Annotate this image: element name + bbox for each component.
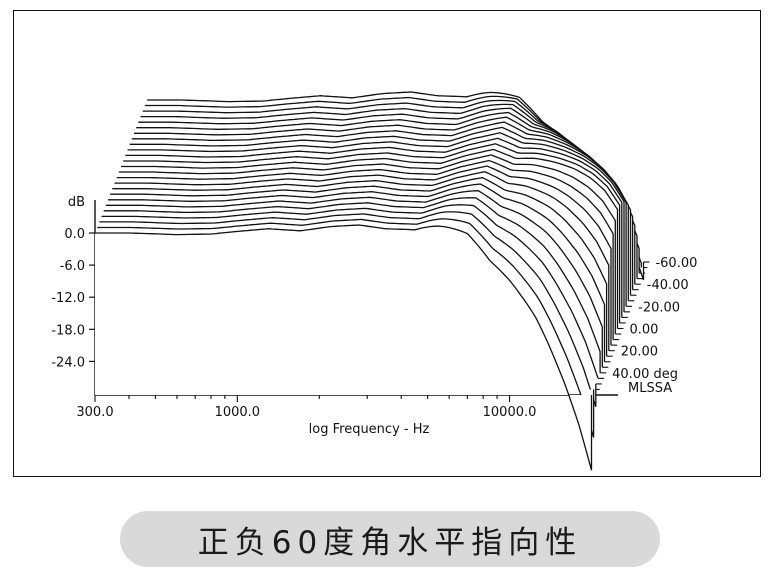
curve-angle--40 <box>138 107 636 285</box>
curve-angle-30 <box>108 183 606 362</box>
chart-frame <box>13 10 761 477</box>
curve-angle-15 <box>114 165 612 346</box>
y-tick-label: -24.0 <box>51 355 85 370</box>
curves <box>95 91 645 471</box>
curve-angle-0 <box>121 148 619 329</box>
curve-angle-25 <box>110 177 608 357</box>
curve-mask <box>95 225 592 471</box>
curve-angle--10 <box>125 137 623 318</box>
z-tick-label: 40.00 deg <box>612 367 678 382</box>
x-tick-label: 1000.0 <box>215 405 261 420</box>
y-tick-label: -6.0 <box>60 259 85 274</box>
brand-label: MLSSA <box>628 381 672 396</box>
curve-angle-20 <box>112 171 610 351</box>
z-tick-label: -60.00 <box>655 256 697 271</box>
curve-angle-50 <box>99 211 597 407</box>
caption-pill: 正负60度角水平指向性 <box>120 511 660 567</box>
x-axis-label: log Frequency - Hz <box>309 422 430 437</box>
curve-angle-35 <box>105 190 603 368</box>
z-tick-label: -20.00 <box>638 300 680 315</box>
caption-text: 正负60度角水平指向性 <box>197 524 583 561</box>
curve-angle--45 <box>140 103 638 279</box>
curve-angle-40 <box>103 197 601 373</box>
waterfall-plot: 0.0 -6.0 -12.0 -18.0 -24.0 dB 300.0 1000.0 10000… <box>51 91 697 471</box>
y-tick-label: -18.0 <box>51 323 85 338</box>
x-tick-label: 10000.0 <box>483 405 537 420</box>
z-tick-label: 20.00 <box>621 345 658 360</box>
y-tick-label: 0.0 <box>64 227 85 242</box>
x-tick-label: 300.0 <box>76 405 113 420</box>
curve-angle--35 <box>136 111 634 290</box>
curve-angle--15 <box>127 132 625 312</box>
curve-angle-10 <box>116 159 614 340</box>
curve-angle-60 <box>95 224 593 471</box>
z-tick-label: 0.00 <box>629 323 658 338</box>
curve-angle-45 <box>101 204 599 379</box>
curve-angle--25 <box>131 121 629 301</box>
y-tick-label: -12.0 <box>51 291 85 306</box>
curve-angle-5 <box>118 154 616 334</box>
curve-angle-55 <box>97 218 595 438</box>
curve-angle--30 <box>134 116 632 296</box>
curve-angle--5 <box>123 143 621 323</box>
y-axis-label: dB <box>68 195 85 210</box>
curve-angle--20 <box>129 126 627 307</box>
z-tick-label: -40.00 <box>647 278 689 293</box>
labels: 0.0 -6.0 -12.0 -18.0 -24.0 dB 300.0 1000.0 10000… <box>51 195 697 437</box>
